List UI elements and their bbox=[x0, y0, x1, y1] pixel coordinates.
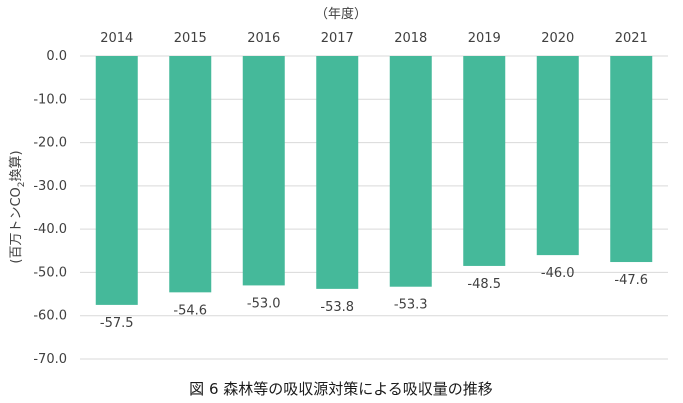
y-tick-label: -10.0 bbox=[33, 92, 67, 107]
bar bbox=[316, 56, 359, 289]
gridlines bbox=[80, 55, 668, 360]
bar bbox=[169, 56, 212, 293]
y-axis-ticks: 0.0 -10.0 -20.0 -30.0 -40.0 -50.0 -60.0 -70.0 bbox=[33, 49, 67, 367]
y-axis-label-subscript: 2 bbox=[17, 181, 27, 187]
y-axis-label-part-2: 換算) bbox=[9, 150, 24, 181]
data-label: -53.3 bbox=[394, 298, 428, 313]
bar bbox=[610, 56, 653, 263]
x-axis-ticks: 2014 2015 2016 2017 2018 2019 2020 2021 bbox=[100, 31, 648, 46]
y-tick-label: -70.0 bbox=[33, 352, 67, 367]
bar bbox=[95, 56, 138, 305]
y-tick-label: -20.0 bbox=[33, 136, 67, 151]
x-tick-label: 2018 bbox=[394, 31, 427, 46]
y-tick-label: -60.0 bbox=[33, 309, 67, 324]
y-tick-label: -40.0 bbox=[33, 222, 67, 237]
x-tick-label: 2014 bbox=[100, 31, 133, 46]
x-tick-label: 2015 bbox=[174, 31, 207, 46]
y-tick-label: -30.0 bbox=[33, 179, 67, 194]
x-tick-label: 2017 bbox=[321, 31, 354, 46]
x-axis-label: （年度） bbox=[315, 6, 367, 22]
bars bbox=[95, 56, 653, 305]
data-label: -48.5 bbox=[467, 277, 501, 292]
bar bbox=[389, 56, 432, 287]
y-axis-label-part-1: (百万トンCO bbox=[9, 187, 24, 263]
y-tick-label: -50.0 bbox=[33, 265, 67, 280]
data-labels: -57.5 -54.6 -53.0 -53.8 -53.3 -48.5 -46.0 -47.6 bbox=[100, 266, 648, 331]
bar bbox=[536, 56, 579, 256]
bar bbox=[463, 56, 506, 266]
data-label: -53.0 bbox=[247, 296, 281, 311]
chart-caption: 図 6 森林等の吸収源対策による吸収量の推移 bbox=[189, 380, 493, 398]
y-tick-label: 0.0 bbox=[46, 49, 67, 64]
x-tick-label: 2021 bbox=[615, 31, 648, 46]
x-tick-label: 2020 bbox=[541, 31, 574, 46]
data-label: -57.5 bbox=[100, 316, 134, 331]
x-tick-label: 2016 bbox=[247, 31, 280, 46]
y-axis-label: (百万トンCO2換算) bbox=[9, 150, 27, 263]
data-label: -54.6 bbox=[173, 303, 207, 318]
data-label: -46.0 bbox=[541, 266, 575, 281]
bar bbox=[242, 56, 285, 286]
data-label: -47.6 bbox=[614, 273, 648, 288]
x-tick-label: 2019 bbox=[468, 31, 501, 46]
data-label: -53.8 bbox=[320, 300, 354, 315]
